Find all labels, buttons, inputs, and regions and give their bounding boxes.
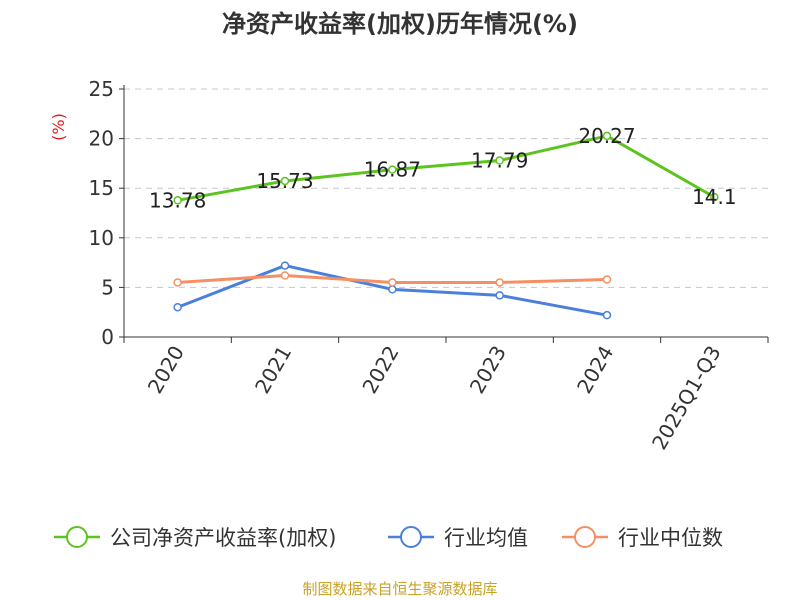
y-tick-label-25: 25 xyxy=(89,77,114,101)
series-0-point-2020[interactable] xyxy=(173,196,182,205)
data-label-2021: 15.73 xyxy=(256,169,313,193)
axes: 0 5 10 15 20 25 2020 2021 2022 2023 2024 2025Q1-Q3 xyxy=(89,77,769,454)
chart-title: 净资产收益率(加权)历年情况(%) xyxy=(222,10,578,38)
series-0-point-2021[interactable] xyxy=(280,176,290,186)
y-tick-label-15: 15 xyxy=(89,176,114,200)
data-label-2022: 16.87 xyxy=(364,158,421,182)
x-tick-label-2020: 2020 xyxy=(143,342,189,398)
series-2-point-2022[interactable] xyxy=(388,278,397,287)
series-1-point-2020[interactable] xyxy=(173,302,182,312)
legend-label-2: 行业中位数 xyxy=(618,526,723,550)
series-0-point-2023[interactable] xyxy=(495,156,504,165)
y-tick-label-20: 20 xyxy=(89,127,114,151)
series-line-0 xyxy=(177,134,716,202)
source-note: 制图数据来自恒生聚源数据库 xyxy=(302,580,497,598)
series-0-point-2024[interactable] xyxy=(602,131,612,141)
data-label-2025Q1-Q3: 14.1 xyxy=(692,185,737,209)
legend-label-0: 公司净资产收益率(加权) xyxy=(110,526,336,550)
gridlines xyxy=(124,88,768,288)
x-tick-label-2021: 2021 xyxy=(250,342,296,398)
legend-marker-0 xyxy=(66,526,88,548)
data-label-2020: 13.78 xyxy=(149,188,206,212)
data-label-2024: 20.27 xyxy=(578,124,635,148)
legend-marker-2 xyxy=(574,526,596,548)
series-group xyxy=(173,131,719,320)
series-1-point-2023[interactable] xyxy=(495,291,504,300)
x-tick-label-2024: 2024 xyxy=(572,342,618,398)
x-tick-label-2023: 2023 xyxy=(465,341,511,397)
legend-item-1[interactable]: 行业均值 xyxy=(388,526,528,550)
legend-label-1: 行业均值 xyxy=(444,526,528,550)
x-tick-label-2022: 2022 xyxy=(357,342,403,398)
series-2-point-2020[interactable] xyxy=(173,278,182,287)
y-axis-label: (%) xyxy=(49,113,68,141)
y-tick-label-10: 10 xyxy=(89,226,114,250)
series-1-point-2024[interactable] xyxy=(602,310,612,320)
series-0-point-2022[interactable] xyxy=(388,165,397,174)
series-1-point-2022[interactable] xyxy=(388,285,397,294)
data-labels: 13.78 15.73 16.87 17.79 20.27 14.1 xyxy=(149,124,737,212)
x-tick-label-2025Q1-Q3: 2025Q1-Q3 xyxy=(647,342,726,454)
y-tick-label-5: 5 xyxy=(101,275,114,299)
legend[interactable]: 公司净资产收益率(加权) 行业均值 行业中位数 xyxy=(54,526,723,550)
data-label-2023: 17.79 xyxy=(471,149,528,173)
series-1-point-2021[interactable] xyxy=(280,261,290,270)
legend-item-0[interactable]: 公司净资产收益率(加权) xyxy=(54,526,336,550)
y-tick-label-0: 0 xyxy=(101,325,114,349)
series-0-point-2025Q1-Q3[interactable] xyxy=(710,192,719,202)
series-2-point-2023[interactable] xyxy=(495,278,504,287)
series-2-point-2024[interactable] xyxy=(602,275,612,284)
legend-item-2[interactable]: 行业中位数 xyxy=(562,526,723,550)
legend-marker-1 xyxy=(400,526,422,548)
series-2-point-2021[interactable] xyxy=(280,271,290,280)
